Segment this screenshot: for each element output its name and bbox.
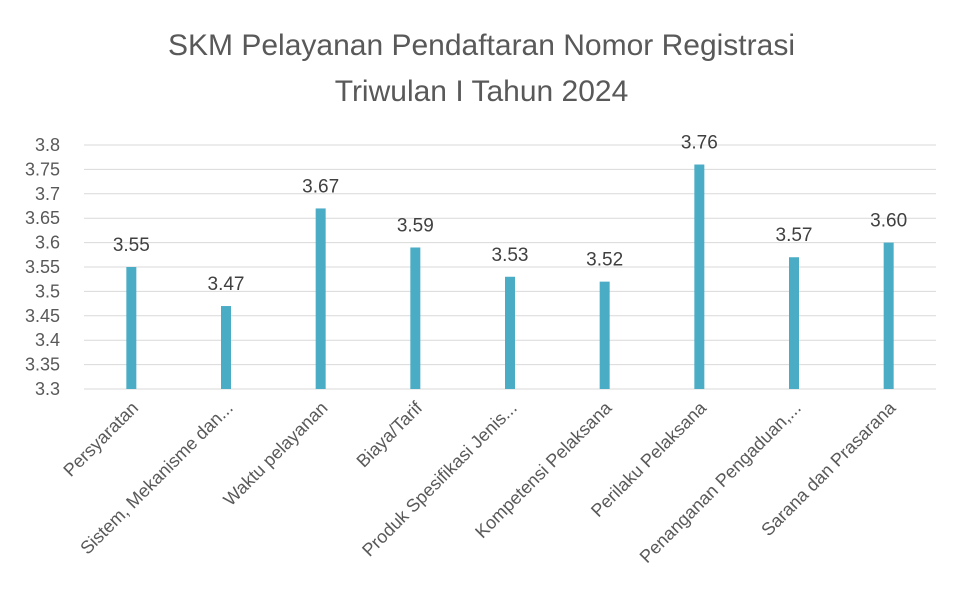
x-tick-label: Waktu pelayanan (219, 398, 331, 510)
bar (694, 164, 705, 389)
bar (505, 276, 515, 389)
bar (315, 208, 326, 389)
bar (599, 281, 610, 389)
x-tick-label: Penanganan Pengaduan,... (636, 398, 805, 567)
x-tick-label: Sistem, Mekanisme dan... (76, 398, 237, 559)
y-tick-label: 3.7 (35, 184, 60, 204)
bar (410, 247, 421, 389)
data-label: 3.47 (208, 274, 245, 295)
data-label: 3.52 (586, 250, 623, 271)
y-tick-label: 3.4 (35, 330, 60, 350)
data-label: 3.59 (397, 215, 434, 236)
y-tick-label: 3.8 (35, 135, 60, 155)
bar (126, 267, 137, 389)
y-tick-label: 3.45 (25, 306, 60, 326)
y-tick-label: 3.5 (35, 281, 60, 301)
bar (789, 257, 799, 389)
data-label: 3.67 (302, 176, 339, 197)
y-tick-label: 3.75 (25, 159, 60, 179)
chart-title-line-1: SKM Pelayanan Pendaftaran Nomor Registra… (168, 29, 795, 62)
data-label: 3.76 (681, 133, 718, 154)
bar (883, 242, 894, 389)
y-tick-label: 3.65 (25, 208, 60, 228)
x-tick-label: Persyaratan (59, 398, 142, 481)
x-tick-label: Produk Spesifikasi Jenis... (358, 398, 521, 561)
data-label: 3.55 (113, 235, 150, 256)
data-label: 3.60 (870, 211, 907, 232)
bar (221, 306, 231, 389)
chart-title-line-2: Triwulan I Tahun 2024 (334, 75, 629, 108)
data-label: 3.53 (492, 245, 529, 266)
y-tick-label: 3.35 (25, 355, 60, 375)
y-tick-label: 3.3 (35, 379, 60, 399)
x-tick-label: Biaya/Tarif (353, 397, 427, 471)
y-tick-label: 3.55 (25, 257, 60, 277)
y-tick-label: 3.6 (35, 233, 60, 253)
data-label: 3.57 (776, 225, 813, 246)
